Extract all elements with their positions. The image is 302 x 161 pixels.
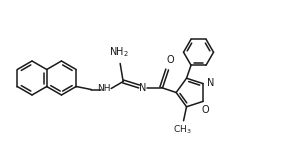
- Text: N: N: [207, 78, 215, 88]
- Text: CH$_3$: CH$_3$: [173, 124, 192, 136]
- Text: O: O: [166, 55, 174, 65]
- Text: N: N: [140, 82, 147, 93]
- Text: NH: NH: [98, 84, 111, 93]
- Text: NH$_2$: NH$_2$: [109, 45, 129, 58]
- Text: O: O: [201, 105, 209, 115]
